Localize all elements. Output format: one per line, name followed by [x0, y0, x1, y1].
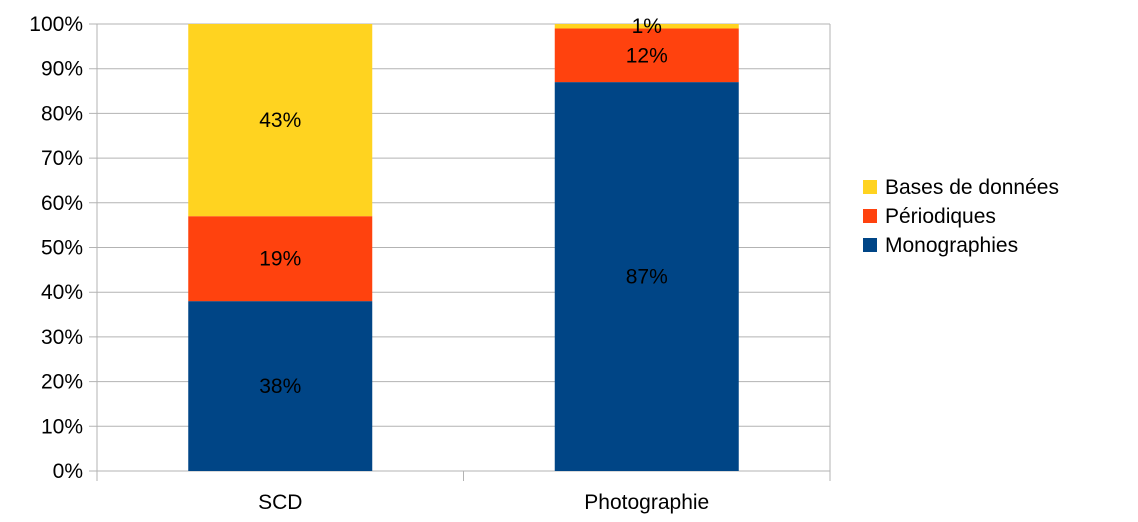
y-tick-label: 40%: [41, 281, 83, 304]
y-tick-label: 100%: [29, 13, 83, 36]
data-label: 87%: [626, 266, 668, 289]
data-label: 43%: [259, 109, 301, 132]
bar-segment-bases-de-donn-es-photographie: [554, 24, 739, 29]
data-label: 12%: [626, 44, 668, 67]
y-tick-label: 0%: [53, 460, 83, 483]
legend-label: Bases de données: [885, 176, 1059, 199]
legend: Bases de données Périodiques Monographies: [863, 176, 1059, 257]
legend-swatch: [863, 209, 877, 223]
bar-segment-monographies-scd: [188, 301, 373, 471]
y-tick-label: 30%: [41, 326, 83, 349]
y-tick-label: 80%: [41, 102, 83, 125]
data-label: 38%: [259, 375, 301, 398]
data-labels: 38% 19% 43% 87% 12% 1%: [259, 15, 668, 398]
bar-segment-p-riodiques-scd: [188, 216, 373, 302]
legend-item: Périodiques: [863, 205, 996, 228]
bar-segment-monographies-photographie: [554, 82, 739, 472]
y-tick-label: 10%: [41, 415, 83, 438]
y-tick-label: 90%: [41, 58, 83, 81]
axes: 0% 10% 20% 30% 40% 50% 60% 70% 80% 90% 100% SCD Phot…: [29, 13, 831, 514]
bars: [188, 24, 739, 472]
legend-label: Monographies: [885, 234, 1018, 257]
bar-segment-bases-de-donn-es-scd: [188, 24, 373, 217]
bar-segment-p-riodiques-photographie: [554, 28, 739, 83]
legend-swatch: [863, 180, 877, 194]
y-tick-label: 60%: [41, 192, 83, 215]
legend-item: Monographies: [863, 234, 1018, 257]
legend-swatch: [863, 238, 877, 252]
data-label: 19%: [259, 248, 301, 271]
y-tick-label: 70%: [41, 147, 83, 170]
y-tick-label: 20%: [41, 371, 83, 394]
legend-label: Périodiques: [885, 205, 996, 228]
x-tick-label: SCD: [258, 491, 302, 514]
legend-item: Bases de données: [863, 176, 1059, 199]
x-tick-label: Photographie: [584, 491, 709, 514]
data-label: 1%: [632, 15, 662, 38]
y-tick-label: 50%: [41, 237, 83, 260]
